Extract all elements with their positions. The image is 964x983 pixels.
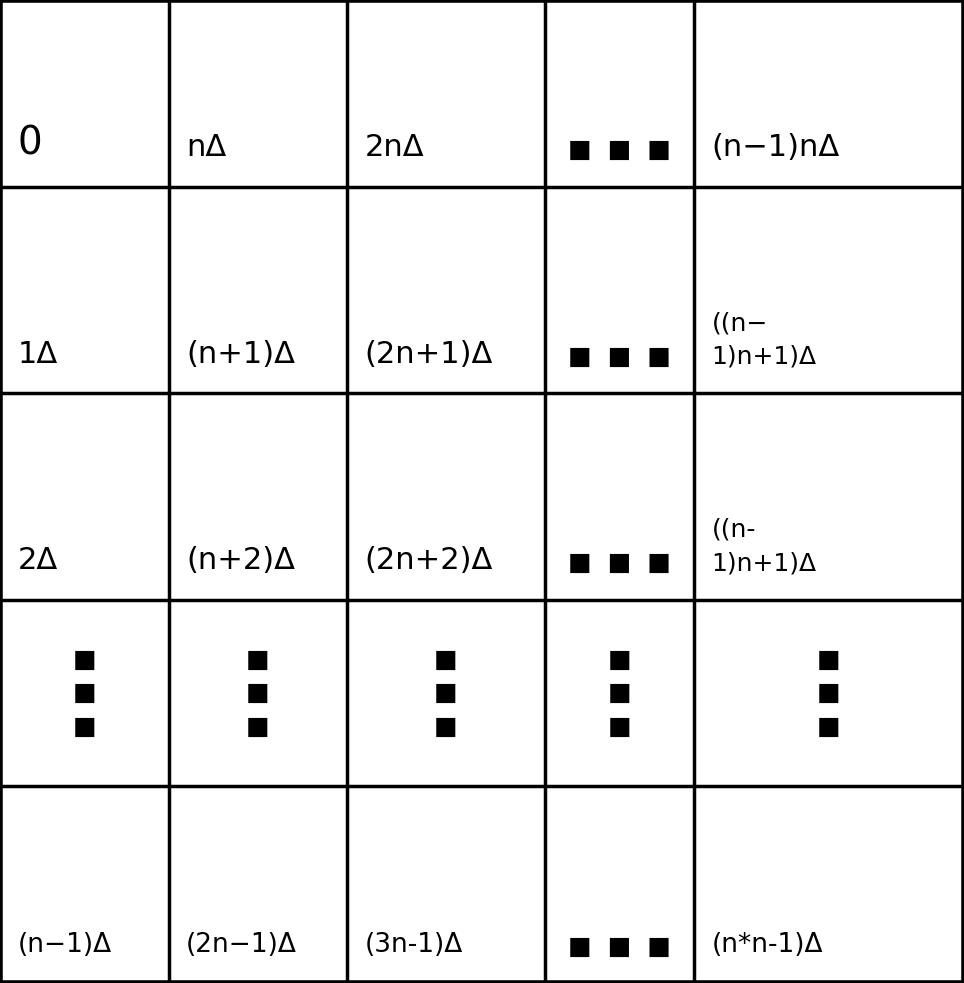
Text: ■  ■  ■: ■ ■ ■ xyxy=(568,935,671,958)
Text: (n+2)Δ: (n+2)Δ xyxy=(186,546,295,575)
Text: ■  ■  ■: ■ ■ ■ xyxy=(568,345,671,369)
Text: ■  ■  ■: ■ ■ ■ xyxy=(568,551,671,575)
Text: nΔ: nΔ xyxy=(186,133,227,162)
Text: ■
■
■: ■ ■ ■ xyxy=(607,648,631,738)
Text: (3n-1)Δ: (3n-1)Δ xyxy=(364,933,463,958)
Text: ■
■
■: ■ ■ ■ xyxy=(246,648,270,738)
Text: 2nΔ: 2nΔ xyxy=(364,133,424,162)
Text: ((n-
1)n+1)Δ: ((n- 1)n+1)Δ xyxy=(711,518,817,575)
Text: (n*n-1)Δ: (n*n-1)Δ xyxy=(711,933,823,958)
Text: (n−1)nΔ: (n−1)nΔ xyxy=(711,133,840,162)
Text: ((n−
1)n+1)Δ: ((n− 1)n+1)Δ xyxy=(711,312,817,369)
Text: (2n−1)Δ: (2n−1)Δ xyxy=(186,933,297,958)
Text: ■  ■  ■: ■ ■ ■ xyxy=(568,139,671,162)
Text: (2n+1)Δ: (2n+1)Δ xyxy=(364,339,493,369)
Text: ■
■
■: ■ ■ ■ xyxy=(817,648,841,738)
Text: (n−1)Δ: (n−1)Δ xyxy=(17,933,112,958)
Text: ■
■
■: ■ ■ ■ xyxy=(72,648,96,738)
Text: 1Δ: 1Δ xyxy=(17,339,58,369)
Text: (2n+2)Δ: (2n+2)Δ xyxy=(364,546,493,575)
Text: ■
■
■: ■ ■ ■ xyxy=(434,648,458,738)
Text: 0: 0 xyxy=(17,124,42,162)
Text: 2Δ: 2Δ xyxy=(17,546,58,575)
Text: (n+1)Δ: (n+1)Δ xyxy=(186,339,295,369)
